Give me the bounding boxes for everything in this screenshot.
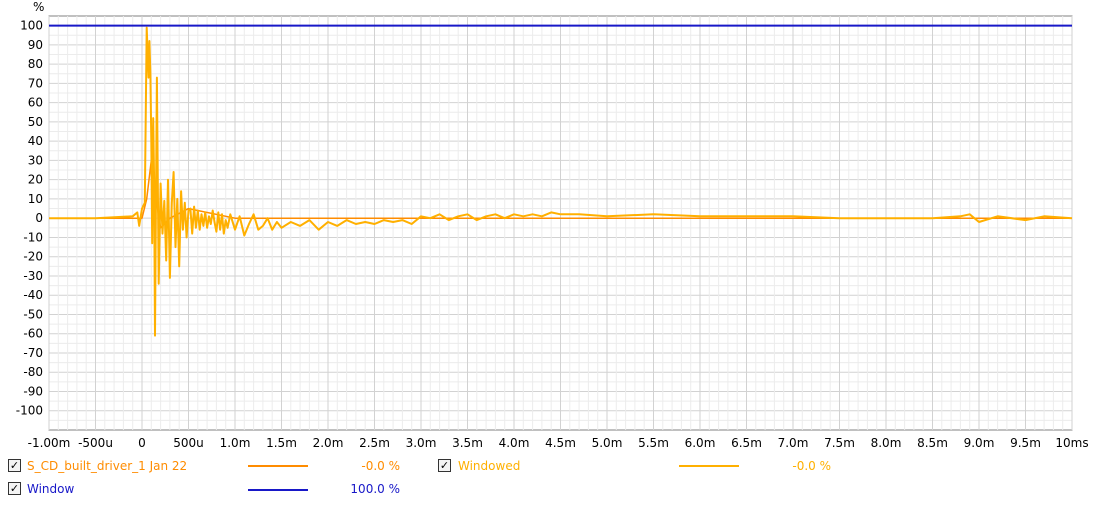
y-tick-label: 20	[28, 173, 43, 187]
y-tick-label: 40	[28, 134, 43, 148]
series-lines	[49, 24, 1073, 337]
y-tick-label: -40	[23, 288, 43, 302]
y-tick-label: -50	[23, 307, 43, 321]
y-tick-label: 10	[28, 192, 43, 206]
y-tick-label: 0	[35, 211, 43, 225]
x-tick-label: 3.0m	[406, 436, 437, 450]
x-axis-ticks: -1.00m -500u 0 500u 1.0m 1.5m 2.0m 2.5m 3.0m 3.5m…	[28, 436, 1089, 450]
x-tick-label: 7.5m	[824, 436, 855, 450]
checkbox-window[interactable]: ✓	[8, 482, 21, 495]
y-tick-label: 50	[28, 115, 43, 129]
legend-value-windowed: -0.0 %	[792, 459, 831, 473]
x-tick-label: 4.5m	[545, 436, 576, 450]
x-tick-label: 9.5m	[1010, 436, 1041, 450]
x-tick-label: 3.5m	[452, 436, 483, 450]
y-tick-label: 70	[28, 76, 43, 90]
legend-name-series-1: S_CD_built_driver_1 Jan 22	[27, 459, 188, 473]
y-axis-ticks: 1009080706050403020100-10-20-30-40-50-60…	[16, 19, 43, 418]
impulse-chart[interactable]: 1009080706050403020100-10-20-30-40-50-60…	[0, 0, 1097, 455]
x-tick-label: 9.0m	[964, 436, 995, 450]
x-tick-label: 5.5m	[638, 436, 669, 450]
x-tick-label: 500u	[173, 436, 204, 450]
legend-value-window: 100.0 %	[350, 482, 400, 496]
legend-swatch-windowed	[679, 465, 739, 467]
x-tick-label: 1.0m	[220, 436, 251, 450]
y-tick-label: -10	[23, 230, 43, 244]
y-tick-label: 90	[28, 38, 43, 52]
y-tick-label: -30	[23, 269, 43, 283]
x-tick-label: 6.5m	[731, 436, 762, 450]
y-tick-label: -20	[23, 250, 43, 264]
y-tick-label: -70	[23, 346, 43, 360]
y-tick-label: 60	[28, 96, 43, 110]
y-tick-label: 100	[20, 19, 43, 33]
legend-name-windowed: Windowed	[458, 459, 521, 473]
x-tick-label: 1.5m	[266, 436, 297, 450]
x-tick-label: 2.5m	[359, 436, 390, 450]
x-tick-label: -1.00m	[28, 436, 71, 450]
legend-swatch-window	[248, 489, 308, 491]
series-line-2	[49, 26, 1073, 337]
x-tick-label: -500u	[78, 436, 113, 450]
legend-swatch-series-1	[248, 465, 308, 467]
y-tick-label: -100	[16, 404, 43, 418]
x-tick-label: 2.0m	[313, 436, 344, 450]
y-axis-unit-label: %	[33, 0, 44, 14]
x-tick-label: 0	[138, 436, 146, 450]
x-tick-label: 7.0m	[778, 436, 809, 450]
y-tick-label: -80	[23, 365, 43, 379]
y-tick-label: -60	[23, 327, 43, 341]
legend-name-window: Window	[27, 482, 75, 496]
checkbox-windowed[interactable]: ✓	[438, 459, 451, 472]
series-line-1	[49, 159, 1072, 229]
y-tick-label: -90	[23, 384, 43, 398]
y-tick-label: 80	[28, 57, 43, 71]
x-tick-label: 4.0m	[499, 436, 530, 450]
checkbox-series-1[interactable]: ✓	[8, 459, 21, 472]
legend-value-series-1: -0.0 %	[361, 459, 400, 473]
y-tick-label: 30	[28, 153, 43, 167]
x-tick-label: 8.5m	[917, 436, 948, 450]
x-tick-label: 10ms	[1055, 436, 1088, 450]
x-tick-label: 5.0m	[592, 436, 623, 450]
x-tick-label: 6.0m	[685, 436, 716, 450]
x-tick-label: 8.0m	[871, 436, 902, 450]
